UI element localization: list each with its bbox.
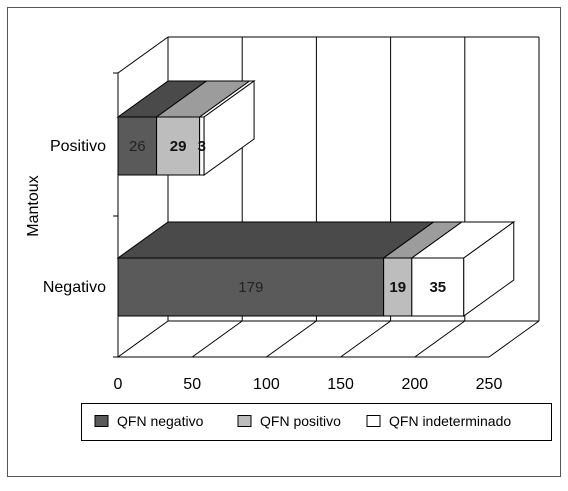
bar-segment	[156, 116, 201, 176]
bar-segment	[117, 257, 385, 317]
data-label: 179	[238, 279, 263, 296]
bar-segment	[411, 257, 465, 317]
legend-swatch	[94, 415, 109, 427]
category-tick-label: Positivo	[50, 138, 106, 155]
data-label: 35	[429, 279, 446, 296]
floor-gridline	[191, 320, 243, 358]
bar-segment-side	[203, 80, 255, 176]
legend-label: QFN negativo	[117, 413, 204, 429]
legend-label: QFN indeterminado	[389, 413, 511, 429]
floor-gridline	[340, 320, 391, 358]
bar-segment-side	[463, 221, 515, 317]
value-tick-label: 150	[327, 376, 354, 393]
data-label: 3	[198, 138, 206, 155]
floor-gridline	[488, 320, 540, 358]
legend-swatch	[237, 415, 252, 427]
data-label: 26	[129, 138, 146, 155]
data-label: 19	[389, 279, 406, 296]
data-label: 29	[170, 138, 187, 155]
bar-segment-top	[116, 221, 436, 259]
bar-segment	[117, 116, 158, 176]
value-tick-label: 50	[183, 376, 201, 393]
value-tick-label: 100	[253, 376, 280, 393]
y-axis-title: Mantoux	[25, 175, 42, 236]
value-tick-label: 200	[401, 376, 428, 393]
category-tick-label: Negativo	[43, 279, 106, 296]
legend-box	[81, 403, 552, 441]
floor-gridline	[266, 320, 317, 358]
value-tick-label: 250	[476, 376, 503, 393]
legend-label: QFN positivo	[260, 413, 341, 429]
side-wall-top	[117, 36, 169, 74]
legend-swatch	[366, 415, 381, 427]
value-tick-label: 0	[114, 376, 123, 393]
floor-gridline	[117, 320, 169, 358]
bar-segment	[383, 257, 413, 317]
floor-gridline	[414, 320, 466, 358]
